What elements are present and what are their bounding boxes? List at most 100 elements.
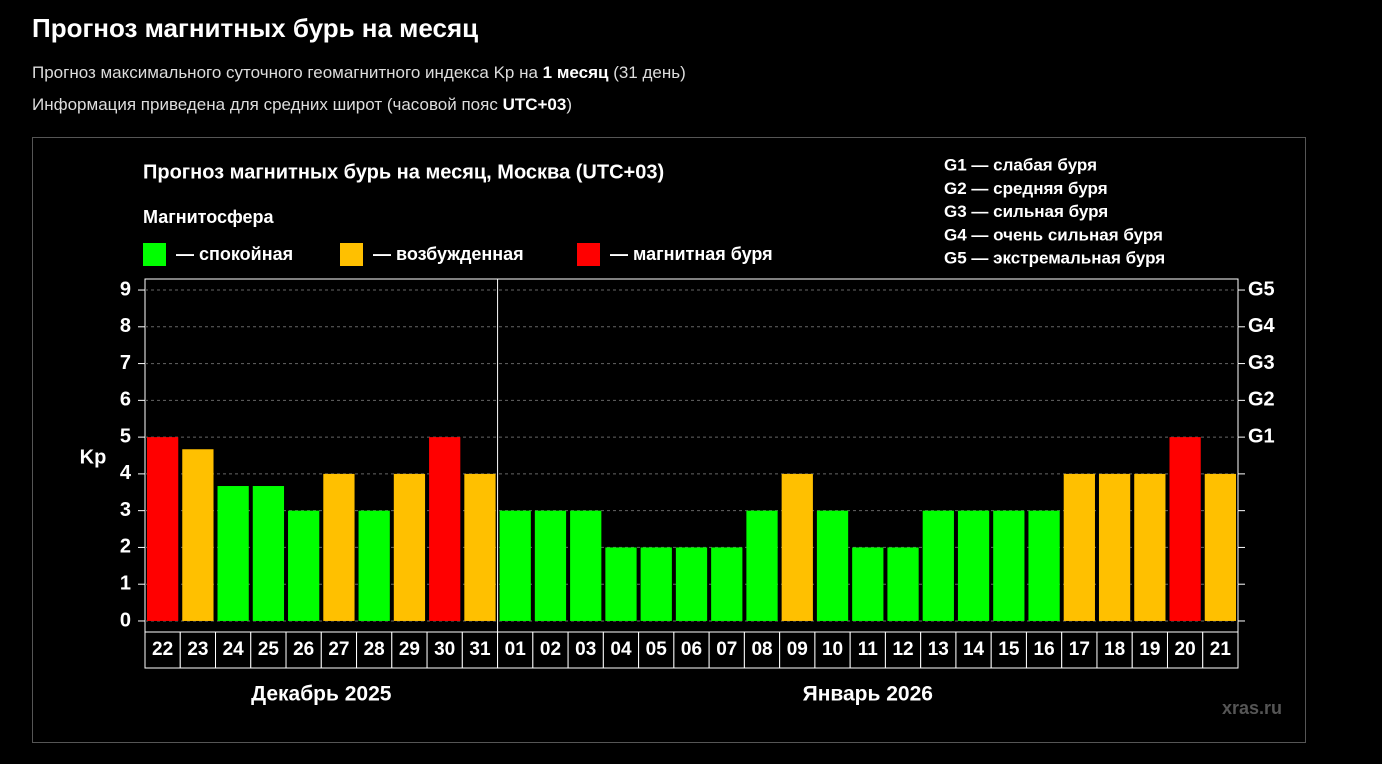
bar	[993, 510, 1025, 621]
y-tick-label: 7	[120, 352, 131, 374]
scale-note: G3 — сильная буря	[944, 202, 1108, 221]
subtitle-part: Прогноз максимального суточного геомагни…	[32, 63, 543, 82]
x-tick-label: 08	[751, 639, 772, 660]
bar	[147, 437, 179, 621]
x-tick-label: 25	[258, 639, 280, 660]
category-cell	[920, 631, 957, 669]
legend-swatch	[577, 243, 600, 266]
category-cell	[1166, 631, 1204, 669]
y2-tick-label: G4	[1248, 315, 1276, 337]
y2-tick-label: G1	[1248, 425, 1275, 447]
bar	[393, 473, 426, 621]
bar	[182, 449, 214, 621]
x-tick-label: 06	[681, 639, 702, 660]
x-tick-label: 16	[1034, 639, 1055, 660]
subtitle: Прогноз максимального суточного геомагни…	[32, 63, 686, 82]
category-cell	[708, 631, 745, 669]
watermark: xras.ru	[1222, 698, 1282, 718]
x-tick-label: 26	[293, 639, 314, 660]
category-cell	[250, 631, 287, 669]
legend-label: — спокойная	[176, 244, 293, 264]
group-label: Январь 2026	[803, 683, 933, 706]
x-tick-label: 17	[1069, 639, 1090, 660]
bar	[1098, 473, 1131, 621]
subtitle-part: UTC+03	[503, 95, 567, 114]
subtitle-part: )	[566, 95, 572, 114]
x-tick-label: 21	[1210, 639, 1232, 660]
bar	[711, 547, 743, 621]
y-tick-label: 6	[120, 389, 131, 411]
bar	[640, 547, 672, 621]
category-cell	[144, 631, 181, 669]
x-tick-label: 02	[540, 639, 561, 660]
x-tick-label: 13	[928, 639, 949, 660]
bar	[217, 486, 249, 621]
subtitle-part: Информация приведена для средних широт (…	[32, 95, 503, 114]
bar	[570, 510, 602, 621]
x-tick-label: 31	[469, 639, 491, 660]
legend-label: — возбужденная	[373, 244, 524, 264]
bar	[323, 473, 355, 621]
category-cell	[638, 631, 675, 669]
category-cell	[497, 631, 534, 669]
category-cell	[884, 631, 922, 669]
bar	[816, 510, 849, 621]
x-tick-label: 04	[610, 639, 632, 660]
category-cell	[955, 631, 992, 669]
bar	[852, 547, 884, 621]
chart-title: Прогноз магнитных бурь на месяц, Москва …	[143, 161, 664, 183]
y-tick-label: 8	[120, 315, 131, 337]
bar	[499, 510, 531, 621]
category-cell	[461, 631, 499, 669]
bar	[288, 510, 320, 621]
bar	[534, 510, 567, 621]
subtitle-part: (31 день)	[608, 63, 685, 82]
category-cell	[1025, 631, 1063, 669]
x-tick-label: 23	[187, 639, 208, 660]
x-tick-label: 19	[1139, 639, 1160, 660]
y2-tick-label: G5	[1248, 278, 1275, 300]
x-tick-label: 10	[822, 639, 843, 660]
bar	[922, 510, 954, 621]
y2-tick-label: G3	[1248, 352, 1275, 374]
category-cell	[602, 631, 640, 669]
x-tick-label: 05	[646, 639, 668, 660]
y-tick-label: 4	[120, 462, 132, 484]
y-axis-label: Kp	[80, 446, 107, 468]
bar	[464, 473, 496, 621]
bar	[1063, 473, 1095, 621]
x-tick-label: 12	[892, 639, 913, 660]
bar	[746, 510, 778, 621]
scale-note: G4 — очень сильная буря	[944, 225, 1163, 244]
x-tick-label: 18	[1104, 639, 1125, 660]
legend-swatch	[143, 243, 166, 266]
x-tick-label: 24	[223, 639, 245, 660]
category-cell	[285, 631, 322, 669]
category-cell	[532, 631, 569, 669]
bar	[252, 486, 285, 621]
page-title: Прогноз магнитных бурь на месяц	[32, 13, 478, 43]
bar	[1028, 510, 1060, 621]
x-tick-label: 28	[364, 639, 385, 660]
category-cell	[179, 631, 217, 669]
bar	[887, 547, 919, 621]
category-cell	[356, 631, 393, 669]
legend-swatch	[340, 243, 363, 266]
x-tick-label: 14	[963, 639, 985, 660]
x-tick-label: 27	[328, 639, 349, 660]
y-tick-label: 5	[120, 425, 131, 447]
x-tick-label: 29	[399, 639, 420, 660]
x-tick-label: 01	[505, 639, 527, 660]
y-tick-label: 1	[120, 572, 131, 594]
y2-tick-label: G2	[1248, 389, 1275, 411]
category-cell	[391, 631, 428, 669]
x-tick-label: 22	[152, 639, 173, 660]
category-cell	[779, 631, 816, 669]
bar	[675, 547, 708, 621]
category-cell	[1096, 631, 1133, 669]
category-cell	[673, 631, 710, 669]
bar	[1134, 473, 1166, 621]
x-tick-label: 09	[787, 639, 808, 660]
